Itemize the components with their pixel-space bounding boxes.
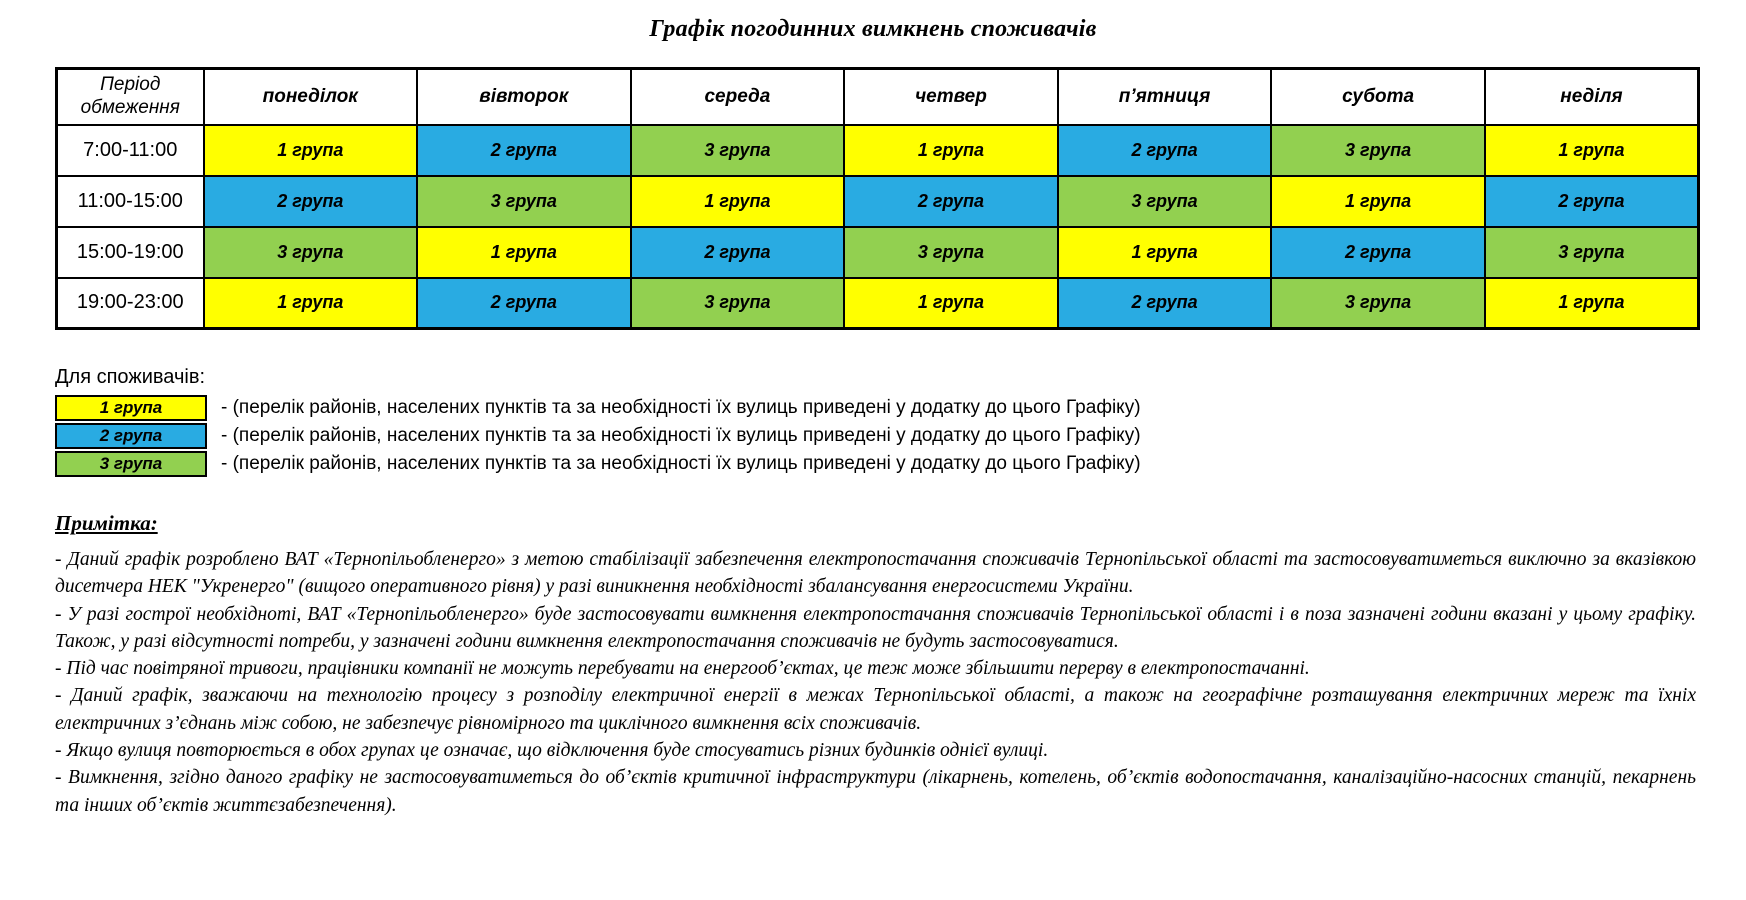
- group-cell-1: 1 група: [1056, 225, 1273, 279]
- legend-section: Для споживачів: 1 група - (перелік районі…: [55, 366, 1746, 477]
- group-cell-2: 2 група: [1056, 123, 1273, 177]
- group-cell-3: 3 група: [1056, 174, 1273, 228]
- day-header: вівторок: [416, 67, 632, 126]
- group-cell-2: 2 група: [1056, 276, 1273, 330]
- group-cell-3: 3 група: [843, 225, 1059, 279]
- group-cell-2: 2 група: [202, 174, 419, 228]
- note-paragraph: - Вимкнення, згідно даного графіку не за…: [55, 767, 1696, 816]
- day-header: середа: [629, 67, 846, 126]
- group-cell-2: 2 група: [1270, 225, 1486, 279]
- legend-description: - (перелік районів, населених пунктів та…: [221, 425, 1141, 446]
- legend-description: - (перелік районів, населених пунктів та…: [221, 453, 1141, 474]
- schedule-row: 11:00-15:00 2 група 3 група 1 група 2 група 3…: [55, 174, 1700, 228]
- legend-description: - (перелік районів, населених пунктів та…: [221, 397, 1141, 418]
- legend-swatch-group-3: 3 група: [55, 451, 207, 477]
- group-cell-3: 3 група: [202, 225, 419, 279]
- schedule-table: Період обмеження понеділок вівторок середа…: [55, 67, 1700, 330]
- group-cell-1: 1 група: [1483, 276, 1700, 330]
- legend-swatch-group-1: 1 група: [55, 395, 207, 421]
- header-row: Період обмеження понеділок вівторок середа…: [55, 67, 1700, 126]
- legend-heading: Для споживачів:: [55, 366, 206, 388]
- day-header: четвер: [843, 67, 1059, 126]
- schedule-row: 19:00-23:00 1 група 2 група 3 група 1 група 2…: [55, 276, 1700, 330]
- period-cell: 11:00-15:00: [55, 174, 205, 228]
- group-cell-1: 1 група: [1483, 123, 1700, 177]
- legend-items: 1 група - (перелік районів, населених пун…: [55, 395, 1746, 477]
- legend-swatch-group-2: 2 група: [55, 423, 207, 449]
- schedule-body: 7:00-11:00 1 група 2 група 3 група 1 група 2 …: [55, 123, 1700, 330]
- note-paragraph: - Даний графік, зважаючи на технологію п…: [55, 685, 1696, 734]
- group-cell-2: 2 група: [416, 276, 632, 330]
- page-title: Графік погодинних вимкнень споживачів: [649, 16, 1097, 42]
- period-cell: 19:00-23:00: [55, 276, 205, 330]
- group-cell-2: 2 група: [843, 174, 1059, 228]
- legend-row: 2 група - (перелік районів, населених пун…: [55, 423, 1746, 449]
- legend-row: 3 група - (перелік районів, населених пун…: [55, 451, 1746, 477]
- group-cell-2: 2 група: [416, 123, 632, 177]
- group-cell-3: 3 група: [416, 174, 632, 228]
- group-cell-3: 3 група: [1270, 276, 1486, 330]
- note-paragraph: - У разі гострої необхідноті, ВАТ «Терно…: [55, 603, 1696, 652]
- group-cell-1: 1 група: [1270, 174, 1486, 228]
- day-header: понеділок: [202, 67, 419, 126]
- group-cell-1: 1 група: [202, 123, 419, 177]
- schedule-row: 15:00-19:00 3 група 1 група 2 група 3 група 1…: [55, 225, 1700, 279]
- day-header: неділя: [1483, 67, 1700, 126]
- group-cell-2: 2 група: [629, 225, 846, 279]
- group-cell-3: 3 група: [1483, 225, 1700, 279]
- group-cell-3: 3 група: [1270, 123, 1486, 177]
- group-cell-1: 1 група: [843, 276, 1059, 330]
- group-cell-1: 1 група: [202, 276, 419, 330]
- day-header: п’ятниця: [1056, 67, 1273, 126]
- note-paragraph: - Даний графік розроблено ВАТ «Тернопіль…: [55, 549, 1696, 598]
- schedule-row: 7:00-11:00 1 група 2 група 3 група 1 група 2 …: [55, 123, 1700, 177]
- notes-heading: Примітка:: [55, 511, 158, 535]
- group-cell-1: 1 група: [629, 174, 846, 228]
- group-cell-3: 3 група: [629, 123, 846, 177]
- group-cell-3: 3 група: [629, 276, 846, 330]
- note-paragraph: - Якщо вулиця повторюється в обох групах…: [55, 740, 1049, 762]
- period-cell: 15:00-19:00: [55, 225, 205, 279]
- notes-paragraphs: - Даний графік розроблено ВАТ «Тернопіль…: [55, 546, 1696, 819]
- group-cell-1: 1 група: [843, 123, 1059, 177]
- group-cell-2: 2 група: [1483, 174, 1700, 228]
- corner-header: Період обмеження: [55, 67, 205, 126]
- period-cell: 7:00-11:00: [55, 123, 205, 177]
- day-header: субота: [1270, 67, 1486, 126]
- note-paragraph: - Під час повітряної тривоги, працівники…: [55, 658, 1310, 680]
- legend-row: 1 група - (перелік районів, населених пун…: [55, 395, 1746, 421]
- group-cell-1: 1 група: [416, 225, 632, 279]
- notes-section: Примітка: - Даний графік розроблено ВАТ …: [55, 511, 1696, 819]
